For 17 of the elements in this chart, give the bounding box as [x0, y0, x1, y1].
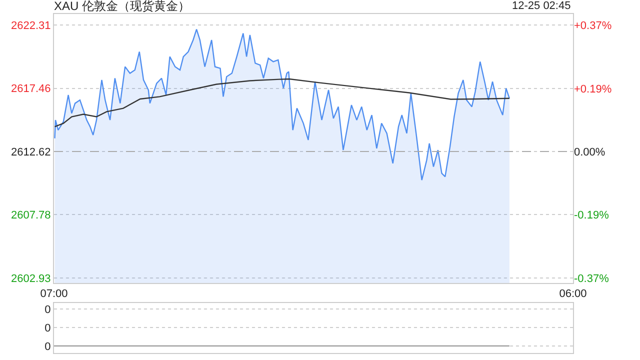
y2-tick-label: 0.00%: [574, 146, 606, 158]
y-tick-label: 0: [44, 304, 51, 316]
y-tick-label: 2602.93: [11, 272, 51, 285]
y-tick-label: 2612.62: [11, 146, 51, 158]
chart-title: XAU 伦敦金（现货黄金）: [54, 0, 190, 13]
text: 12-25 02:45: [512, 0, 571, 12]
y2-tick-label: -0.19%: [574, 210, 610, 222]
y2-tick-label: +0.19%: [574, 83, 612, 96]
x-tick-label: 07:00: [40, 288, 68, 300]
x-tick-label: 06:00: [559, 288, 587, 300]
y2-tick-label: -0.37%: [574, 273, 610, 286]
y-tick-label: 0: [44, 340, 51, 353]
y-tick-label: 2617.46: [11, 83, 51, 96]
y2-tick-label: +0.37%: [574, 20, 612, 32]
y-tick-label: 2622.31: [11, 20, 51, 32]
y-tick-label: 2607.78: [11, 210, 51, 222]
y-tick-label: 0: [44, 322, 51, 334]
